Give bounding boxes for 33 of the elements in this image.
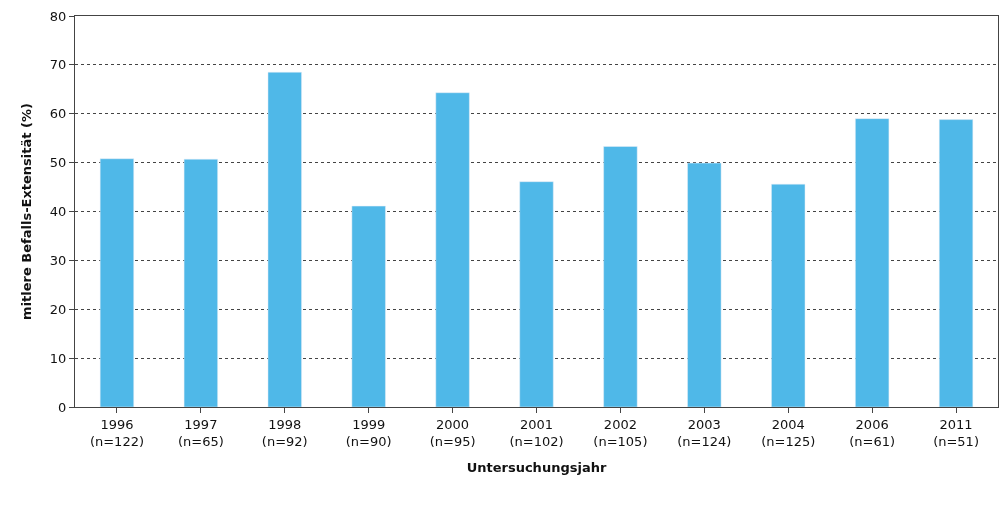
- bar: [435, 92, 470, 407]
- bar: [519, 181, 554, 407]
- bar: [939, 119, 974, 407]
- bar: [267, 71, 302, 407]
- x-tick-label: 2003 (n=124): [677, 416, 732, 449]
- x-tick-label: 2011 (n=51): [933, 416, 979, 449]
- y-tick-label: 10: [49, 350, 67, 366]
- bar: [855, 118, 890, 407]
- x-tick-label: 1996 (n=122): [89, 416, 144, 449]
- bar: [771, 183, 806, 407]
- x-tick-label: 1999 (n=90): [345, 416, 392, 449]
- x-tick-label: 2006 (n=61): [849, 416, 896, 449]
- y-tick-label: 60: [49, 106, 67, 122]
- bar: [351, 205, 386, 407]
- bar: [99, 158, 134, 407]
- x-tick-label: 2001 (n=102): [509, 416, 564, 449]
- x-tick-label: 2004 (n=125): [761, 416, 816, 449]
- bar: [603, 146, 638, 407]
- y-tick-label: 20: [49, 301, 67, 317]
- y-tick-label: 40: [49, 204, 67, 220]
- y-tick-label: 70: [49, 57, 67, 73]
- x-tick-label: 1997 (n=65): [177, 416, 224, 449]
- y-tick-label: 30: [49, 252, 67, 268]
- bar: [183, 158, 218, 407]
- x-axis-title: Untersuchungsjahr: [466, 460, 607, 476]
- y-tick-label: 0: [58, 399, 67, 415]
- y-axis-title: mitlere Befalls-Extensität (%): [18, 103, 34, 320]
- x-tick-label: 2002 (n=105): [593, 416, 648, 449]
- x-tick-label: 1998 (n=92): [261, 416, 308, 449]
- bar: [687, 162, 722, 407]
- y-tick-label: 80: [49, 8, 67, 24]
- y-tick-label: 50: [49, 155, 67, 171]
- x-tick-label: 2000 (n=95): [429, 416, 476, 449]
